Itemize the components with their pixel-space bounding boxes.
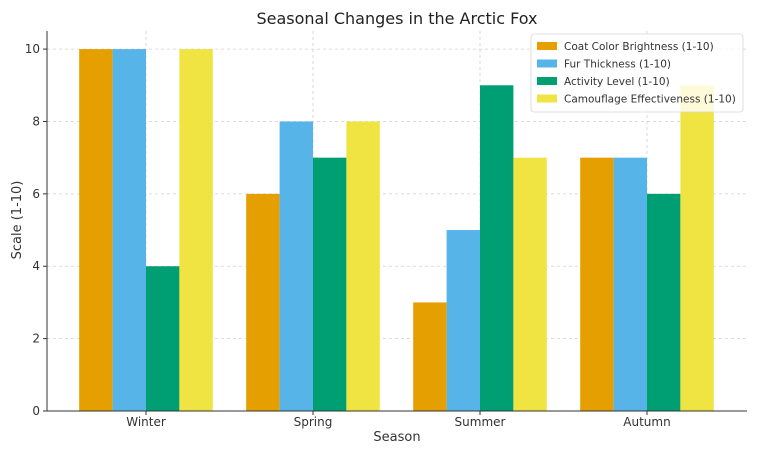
bar-winter-series-2: [146, 266, 180, 411]
y-tick-label: 8: [32, 114, 40, 128]
bar-summer-series-3: [513, 157, 547, 411]
y-tick-label: 2: [32, 332, 40, 346]
x-axis-label: Season: [373, 430, 420, 445]
ticks: 0 2 4 6 8 10 Winter Spring Summer Autumn: [25, 42, 671, 429]
legend-label: Fur Thickness (1-10): [564, 59, 671, 71]
bar-autumn-series-0: [580, 157, 614, 411]
bar-spring-series-2: [313, 157, 347, 411]
x-tick-label-spring: Spring: [294, 415, 333, 429]
legend-swatch: [537, 42, 557, 50]
legend-label: Activity Level (1-10): [564, 76, 670, 88]
bars: [79, 49, 714, 412]
bar-summer-series-0: [413, 302, 447, 411]
bar-spring-series-3: [346, 121, 380, 411]
bar-summer-series-1: [446, 230, 480, 411]
y-tick-label: 10: [25, 42, 40, 56]
bar-winter-series-0: [79, 49, 113, 411]
legend-box: [530, 33, 744, 113]
bar-spring-series-0: [246, 193, 280, 411]
bar-summer-series-2: [480, 85, 514, 412]
bar-autumn-series-3: [680, 85, 714, 412]
bar-spring-series-1: [279, 121, 313, 411]
x-tick-label-summer: Summer: [455, 415, 506, 429]
legend-swatch: [537, 77, 557, 85]
bar-autumn-series-2: [647, 193, 681, 411]
y-tick-label: 0: [32, 404, 40, 418]
legend: Coat Color Brightness (1-10) Fur Thicknes…: [530, 33, 744, 113]
legend-label: Coat Color Brightness (1-10): [564, 41, 714, 53]
legend-swatch: [537, 94, 557, 103]
y-axis-label: Scale (1-10): [10, 181, 25, 260]
y-tick-label: 4: [32, 259, 40, 273]
y-tick-label: 6: [32, 187, 40, 201]
legend-swatch: [537, 59, 557, 68]
bar-winter-series-1: [112, 49, 146, 411]
bar-autumn-series-1: [613, 157, 647, 411]
bar-winter-series-3: [179, 49, 213, 411]
x-tick-label-autumn: Autumn: [623, 415, 670, 429]
x-tick-label-winter: Winter: [126, 415, 166, 429]
axes: [46, 31, 747, 412]
chart-title: Seasonal Changes in the Arctic Fox: [256, 9, 537, 28]
legend-label: Camouflage Effectiveness (1-10): [564, 94, 736, 106]
